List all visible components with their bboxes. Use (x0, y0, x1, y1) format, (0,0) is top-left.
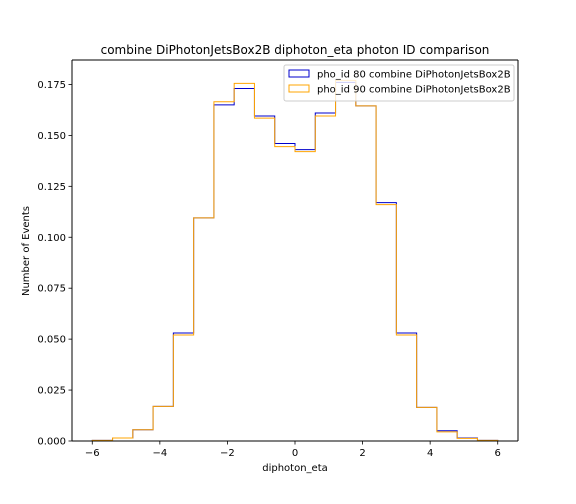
y-tick-label: 0.100 (37, 233, 66, 244)
legend-entries: pho_id 80 combine DiPhotonJetsBox2B pho_i… (288, 69, 511, 96)
x-tick-label: 4 (427, 448, 433, 459)
plot-area (72, 60, 518, 441)
legend-frame (283, 64, 515, 102)
y-axis-ticks: 0.000 0.025 0.050 0.075 0.100 0.125 0.150 0.175 (37, 80, 72, 448)
histogram-series-group (91, 79, 499, 441)
chart-title: combine DiPhotonJetsBox2B diphoton_eta p… (101, 43, 490, 57)
x-tick-label: −2 (220, 448, 235, 459)
x-tick-label: −6 (85, 448, 100, 459)
legend-swatch-1 (288, 69, 310, 78)
x-axis-label: diphoton_eta (262, 463, 328, 474)
legend-swatch-2 (288, 84, 310, 93)
y-tick-label: 0.025 (37, 386, 66, 397)
x-tick-label: −4 (152, 448, 167, 459)
y-axis-label: Number of Events (21, 206, 32, 296)
legend-label-1: pho_id 80 combine DiPhotonJetsBox2B (317, 70, 511, 81)
legend-label-2: pho_id 90 combine DiPhotonJetsBox2B (317, 85, 511, 96)
y-tick-label: 0.050 (37, 335, 66, 346)
x-tick-label: 0 (292, 448, 298, 459)
y-tick-label: 0.125 (37, 182, 66, 193)
x-tick-label: 2 (359, 448, 365, 459)
series-2-histogram-step (91, 79, 499, 441)
x-tick-label: 6 (495, 448, 501, 459)
x-axis-ticks: −6 −4 −2 0 2 4 6 (85, 441, 501, 459)
y-tick-label: 0.075 (37, 284, 66, 295)
legend: pho_id 80 combine DiPhotonJetsBox2B pho_i… (283, 64, 515, 102)
y-tick-label: 0.175 (37, 80, 66, 91)
y-tick-label: 0.000 (37, 437, 66, 448)
y-tick-label: 0.150 (37, 131, 66, 142)
